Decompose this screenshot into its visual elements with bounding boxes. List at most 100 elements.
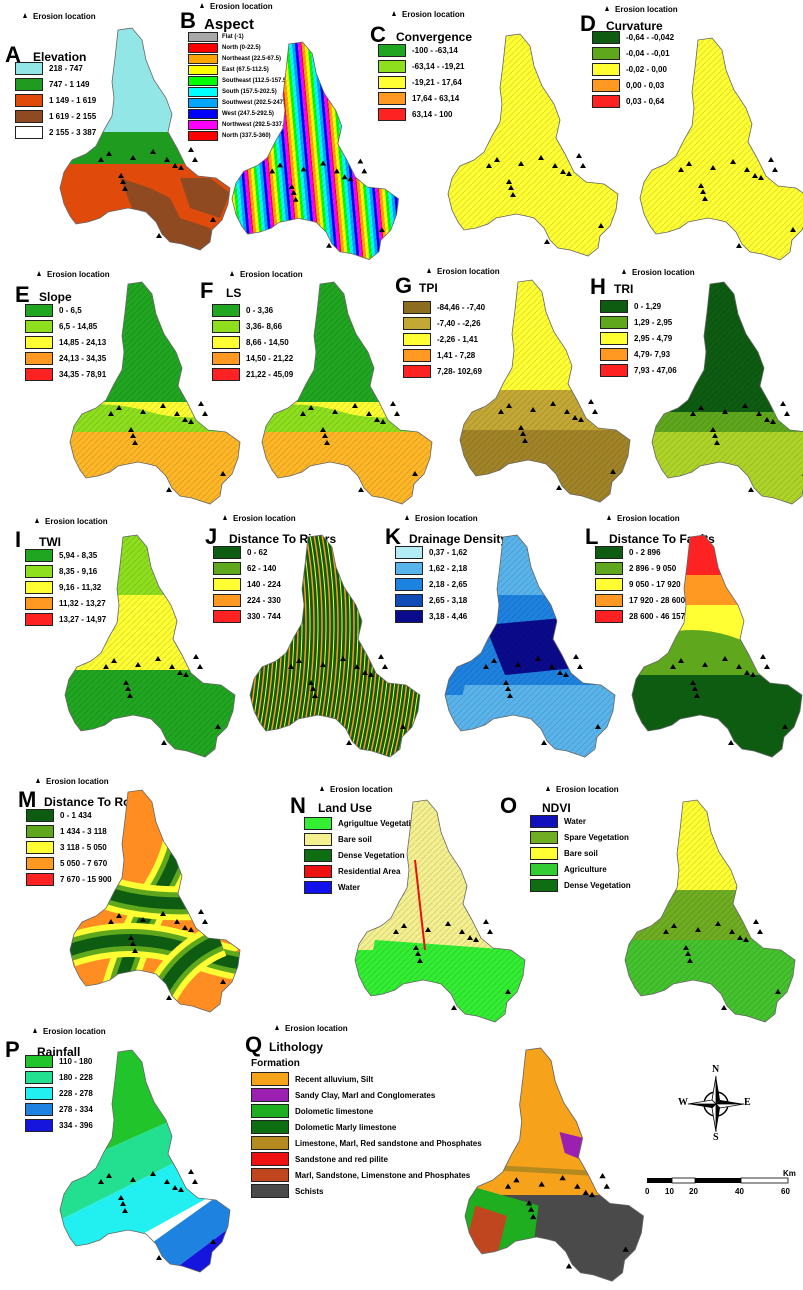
legend-item: 110 - 180 [25, 1055, 93, 1068]
legend-label: 6,5 - 14,85 [59, 322, 98, 331]
basin-map-a [59, 27, 231, 251]
erosion-legend-l: Erosion location [607, 514, 680, 523]
legend-swatch [188, 75, 218, 86]
legend-item: South (157.5-202.5) [188, 86, 290, 97]
basin-map-e [69, 281, 241, 505]
scale-tick-60: 60 [781, 1187, 790, 1196]
legend-label: -100 - -63,14 [412, 46, 458, 55]
legend-item: 7,93 - 47,06 [600, 364, 677, 377]
basin-map-f [261, 281, 433, 505]
legend-swatch [188, 42, 218, 53]
erosion-triangle-icon [546, 786, 550, 791]
legend-label: Recent alluvium, Silt [295, 1074, 374, 1084]
erosion-legend-c: Erosion location [392, 10, 465, 19]
legend: 0 - 3,36 3,36- 8,66 8,66 - 14,50 14,50 - 21… [212, 304, 293, 384]
legend-item: -0,04 - -0,01 [592, 47, 674, 60]
legend: 0 - 6,5 6,5 - 14,85 14,85 - 24,13 24,13 - 3… [25, 304, 106, 384]
legend-label: 63,14 - 100 [412, 110, 453, 119]
basin-map-d [639, 37, 803, 261]
legend-item: Agrigultue Vegetation [304, 817, 421, 830]
legend-label: -0,64 - -0,042 [626, 33, 675, 42]
legend-item: 0 - 1 434 [26, 809, 112, 822]
erosion-label: Erosion location [617, 514, 680, 523]
legend-item: Recent alluvium, Silt [251, 1072, 482, 1086]
legend-item: North (0-22.5) [188, 42, 290, 53]
legend-label: 34,35 - 78,91 [59, 370, 107, 379]
scale-tick-20: 20 [689, 1187, 698, 1196]
legend-item: 2,18 - 2,65 [395, 578, 467, 591]
legend-label: Spare Vegetation [564, 833, 629, 842]
legend-swatch [15, 126, 43, 139]
panel-letter: F [200, 278, 214, 303]
legend-label: 1,41 - 7,28 [437, 351, 476, 360]
erosion-label: Erosion location [330, 785, 393, 794]
legend-item: 14,50 - 21,22 [212, 352, 293, 365]
legend-swatch [600, 300, 628, 313]
legend-label: Bare soil [338, 835, 372, 844]
panel-letter: G [395, 273, 413, 298]
legend-item: 2,95 - 4,79 [600, 332, 677, 345]
legend-label: -63,14 - -19,21 [412, 62, 465, 71]
legend: 0 - 2 896 2 896 - 9 050 9 050 - 17 920 17 9… [595, 546, 685, 626]
legend-swatch [188, 64, 218, 75]
legend-item: 1,62 - 2,18 [395, 562, 467, 575]
legend-label: 5 050 - 7 670 [60, 859, 108, 868]
legend-swatch [26, 857, 54, 870]
legend-label: 2 155 - 3 387 [49, 128, 97, 137]
compass-n: N [712, 1064, 720, 1075]
legend-item: Sandstone and red pilite [251, 1152, 482, 1166]
legend-label: 28 600 - 46 157 [629, 612, 686, 621]
erosion-legend-m: Erosion location [36, 777, 109, 786]
panel-title: Distance To Roads [44, 795, 152, 809]
legend: 0,37 - 1,62 1,62 - 2,18 2,18 - 2,65 2,65 - … [395, 546, 467, 626]
legend-label: Dense Vegetation [564, 881, 631, 890]
legend-swatch [188, 53, 218, 64]
panel-letter: B [180, 8, 196, 33]
basin-map-p [59, 1049, 231, 1273]
legend: Flat (-1) North (0-22.5) Northeast (22.5-6… [188, 31, 291, 142]
erosion-triangle-icon [36, 778, 40, 783]
panel-title: NDVI [542, 801, 571, 815]
legend-label: 0 - 3,36 [246, 306, 274, 315]
legend-item: -0,02 - 0,00 [592, 63, 674, 76]
legend-item: -84,46 - -7,40 [403, 301, 485, 314]
legend-label: 13,27 - 14,97 [59, 615, 107, 624]
legend-label: Southwest (202.5-247.5) [222, 99, 291, 106]
legend: Water Spare Vegetation Bare soil Agricultur… [530, 815, 631, 895]
legend-item: Sandy Clay, Marl and Conglomerates [251, 1088, 482, 1102]
legend-item: Bare soil [304, 833, 421, 846]
legend-swatch [592, 31, 620, 44]
basin-map-h [651, 281, 803, 505]
legend-label: 0 - 6,5 [59, 306, 82, 315]
legend-label: West (247.5-292.5) [222, 110, 274, 117]
legend-label: 1,62 - 2,18 [429, 564, 468, 573]
legend-swatch [25, 549, 53, 562]
legend-label: Northwest (292.5-337.5) [222, 121, 290, 128]
erosion-label: Erosion location [632, 268, 695, 277]
legend-item: 1,41 - 7,28 [403, 349, 485, 362]
legend-swatch [26, 825, 54, 838]
legend-label: -2,26 - 1,41 [437, 335, 478, 344]
legend-item: 9 050 - 17 920 [595, 578, 685, 591]
legend-swatch [15, 110, 43, 123]
legend-label: 0 - 1,29 [634, 302, 662, 311]
legend-swatch [595, 546, 623, 559]
erosion-triangle-icon [223, 515, 227, 520]
legend-label: 3,18 - 4,46 [429, 612, 468, 621]
legend-swatch [600, 348, 628, 361]
panel-letter: O [500, 793, 518, 818]
basin-map-c [447, 33, 619, 257]
panel-letter: A [5, 42, 21, 67]
erosion-legend-a: Erosion location [23, 12, 96, 21]
legend-label: 1 619 - 2 155 [49, 112, 97, 121]
erosion-label: Erosion location [33, 12, 96, 21]
basin-map-g [459, 279, 631, 503]
erosion-legend-f: Erosion location [230, 270, 303, 279]
erosion-label: Erosion location [402, 10, 465, 19]
legend-label: 1,29 - 2,95 [634, 318, 673, 327]
legend-item: 9,16 - 11,32 [25, 581, 106, 594]
legend-item: 0,03 - 0,64 [592, 95, 674, 108]
legend-swatch [395, 610, 423, 623]
legend-label: Flat (-1) [222, 33, 244, 40]
legend-item: Residential Area [304, 865, 421, 878]
